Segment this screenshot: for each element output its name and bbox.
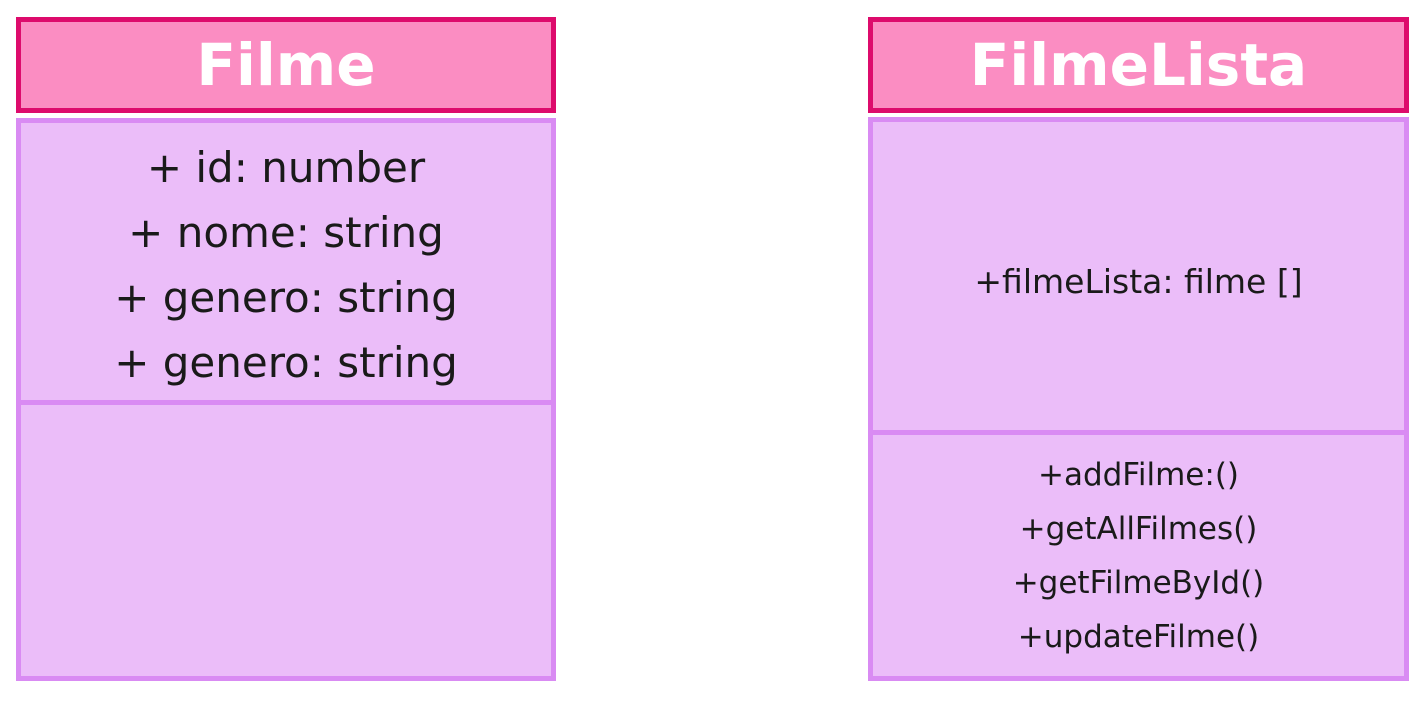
attribute-id: + id: number: [146, 142, 426, 192]
method-addfilme: +addFilme:(): [1037, 456, 1240, 493]
filme-attributes-section: + id: number + nome: string + genero: st…: [16, 118, 556, 411]
filmelista-methods-section: +addFilme:() +getAllFilmes() +getFilmeBy…: [868, 430, 1409, 681]
attribute-filmelista: +filmeLista: filme []: [974, 262, 1303, 301]
class-name-filmelista: FilmeLista: [868, 17, 1409, 113]
method-getallfilmes: +getAllFilmes(): [1019, 510, 1258, 547]
class-name-filme: Filme: [16, 17, 556, 113]
attribute-genero: + genero: string: [114, 272, 458, 322]
method-getfilmebyid: +getFilmeById(): [1012, 564, 1265, 601]
attribute-nome: + nome: string: [128, 207, 444, 257]
filmelista-class-box: FilmeLista +filmeLista: filme [] +addFil…: [868, 17, 1409, 681]
filme-methods-section: [16, 400, 556, 681]
method-updatefilme: +updateFilme(): [1017, 618, 1260, 655]
attribute-genero-2: + genero: string: [114, 337, 458, 387]
filme-class-box: Filme + id: number + nome: string + gene…: [16, 17, 556, 681]
filmelista-attributes-section: +filmeLista: filme []: [868, 117, 1409, 447]
